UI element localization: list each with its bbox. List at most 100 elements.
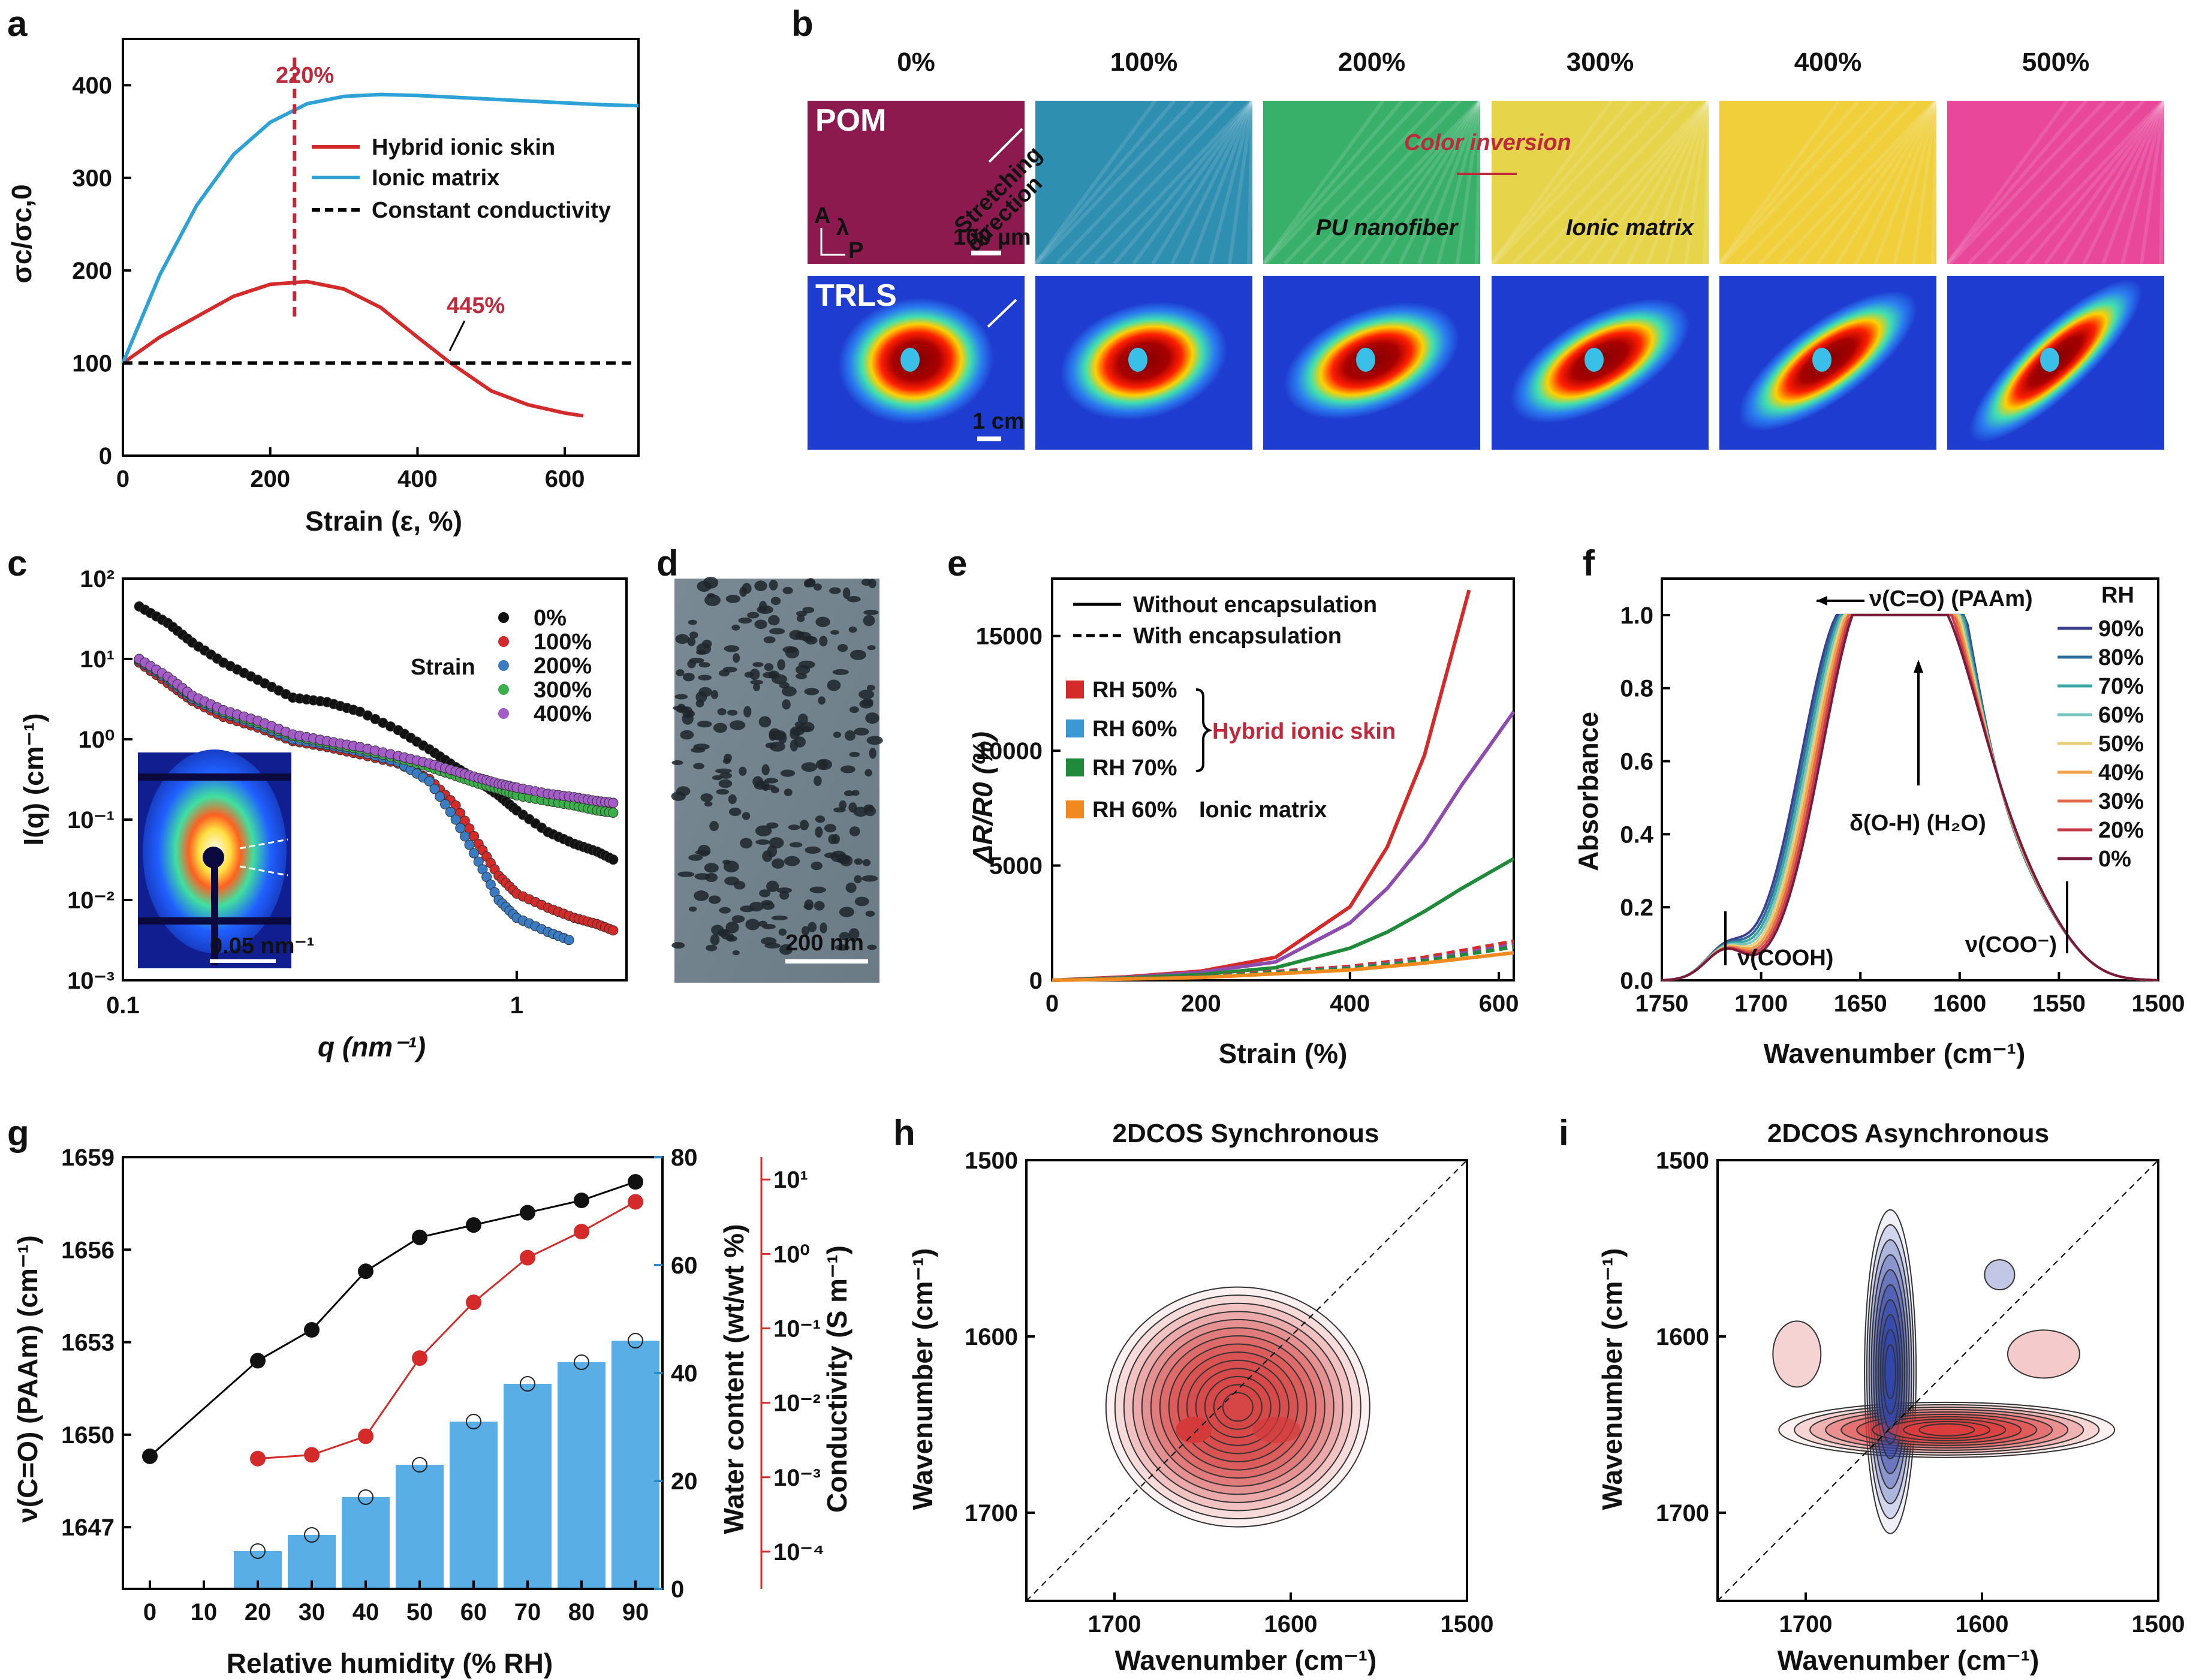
nanofiber-dot bbox=[697, 721, 712, 728]
nanofiber-dot bbox=[671, 942, 685, 949]
legend-label: 100% bbox=[534, 630, 592, 655]
nanofiber-dot bbox=[858, 690, 875, 700]
nanofiber-dot bbox=[815, 815, 826, 823]
panel-f-annotations: ν(C=O) (PAAm) δ(O-H) (H₂O) ν(COOH) ν(COO… bbox=[1724, 586, 2068, 971]
nanofiber-dot bbox=[698, 675, 712, 681]
y2-tick-label: 40 bbox=[671, 1360, 698, 1387]
conductivity-line bbox=[257, 1201, 636, 1460]
color-inversion-label: Color inversion bbox=[1404, 130, 1571, 155]
nanofiber-dot bbox=[819, 636, 828, 647]
column-label: 200% bbox=[1338, 47, 1406, 77]
conductivity-point bbox=[304, 1447, 320, 1463]
nanofiber-dot bbox=[713, 722, 727, 733]
trls-beam-stop bbox=[1356, 348, 1375, 372]
nanofiber-dot bbox=[765, 742, 776, 749]
pom-streak bbox=[1550, 99, 1709, 266]
data-point bbox=[445, 806, 456, 817]
panel-g-ylabel-water: Water content (wt/wt %) bbox=[718, 1224, 749, 1534]
trls-beam-stop bbox=[1812, 348, 1831, 372]
pom-streak bbox=[1209, 100, 1254, 264]
nanofiber-dot bbox=[830, 630, 839, 635]
y3-tick-label: 10¹ bbox=[773, 1167, 808, 1193]
panel-f-xlabel: Wavenumber (cm⁻¹) bbox=[1764, 1038, 2026, 1069]
pom-streak bbox=[1034, 100, 1157, 265]
nanofiber-dot bbox=[854, 727, 869, 736]
nanofiber-dot bbox=[844, 790, 854, 797]
panel-e-frame bbox=[1051, 577, 1515, 981]
panel-f-frame bbox=[1661, 577, 2159, 981]
pom-streak bbox=[1945, 100, 2088, 265]
nanofiber-dot bbox=[848, 626, 857, 633]
y-tick-label: 0.2 bbox=[1620, 895, 1653, 921]
nanofiber-dot bbox=[797, 631, 805, 638]
nanofiber-dot bbox=[674, 694, 688, 700]
contour-level bbox=[1222, 1392, 1254, 1422]
nanofiber-dot bbox=[687, 660, 696, 669]
panel-letter-b: b bbox=[791, 4, 814, 44]
nanofiber-dot bbox=[854, 875, 862, 884]
pom-streak bbox=[1718, 100, 1841, 265]
series-line bbox=[1052, 951, 1514, 982]
nanofiber-dot bbox=[814, 901, 825, 911]
nanofiber-dot bbox=[867, 944, 877, 950]
nanofiber-dot bbox=[832, 669, 849, 675]
x-tick-label: 600 bbox=[1479, 990, 1519, 1017]
trls-scale-label: 1 cm bbox=[972, 409, 1025, 434]
pom-streak bbox=[1151, 100, 1254, 265]
legend-label: 80% bbox=[2098, 645, 2144, 670]
y-tick-label: 1.0 bbox=[1620, 603, 1653, 629]
nanofiber-dot bbox=[796, 673, 808, 679]
panel-a-frame bbox=[122, 38, 640, 457]
nanofiber-dot bbox=[864, 806, 876, 817]
nanofiber-dot bbox=[738, 617, 752, 624]
nanofiber-dot bbox=[784, 788, 793, 796]
water-point bbox=[250, 1543, 266, 1559]
panel-e-chart: 0 200 400 600 0 5000 10000 15000 bbox=[976, 577, 1519, 1017]
nanofiber-dot bbox=[693, 763, 704, 770]
nanofiber-dot bbox=[772, 674, 788, 685]
async-negative bbox=[1984, 1259, 2016, 1291]
data-point bbox=[455, 823, 466, 833]
data-point bbox=[608, 807, 619, 818]
legend-hybrid: Hybrid ionic skin bbox=[372, 135, 555, 160]
series-line bbox=[1052, 710, 1516, 982]
y3-tick-label: 10⁻¹ bbox=[773, 1316, 821, 1342]
y-tick-label: 10⁰ bbox=[78, 727, 115, 753]
nanofiber-dot bbox=[824, 824, 836, 833]
nanofiber-dot bbox=[739, 766, 747, 776]
nanofiber-dot bbox=[767, 845, 778, 857]
y-tick-label: 100 bbox=[72, 351, 112, 377]
trls-beam-stop bbox=[1128, 348, 1147, 372]
x-tick-label: 1700 bbox=[1734, 990, 1788, 1017]
nanofiber-dot bbox=[731, 915, 745, 923]
series-hybrid-ionic-skin bbox=[122, 279, 584, 418]
y-tick-label: 0.8 bbox=[1620, 676, 1653, 702]
legend-label: 300% bbox=[534, 678, 592, 703]
async-negative bbox=[1884, 1344, 1896, 1399]
legend-rh70: RH 70% bbox=[1092, 755, 1177, 781]
x-tick-label: 0 bbox=[143, 1599, 156, 1625]
pom-streak bbox=[1034, 100, 1176, 265]
series-400% bbox=[134, 654, 619, 808]
legend-with-encapsulation: With encapsulation bbox=[1133, 624, 1342, 649]
nanofiber-dot bbox=[689, 631, 698, 639]
trls-beam-stop bbox=[2040, 348, 2059, 372]
nanofiber-dot bbox=[844, 730, 856, 741]
y-tick-label: 1653 bbox=[61, 1330, 115, 1356]
data-point bbox=[608, 797, 619, 808]
x-tick-label: 10 bbox=[191, 1599, 218, 1625]
nanofiber-dot bbox=[747, 612, 760, 619]
nanofiber-dot bbox=[784, 856, 800, 866]
data-point bbox=[564, 935, 574, 946]
panel-i-ylabel: Wavenumber (cm⁻¹) bbox=[1596, 1248, 1628, 1510]
nanofiber-dot bbox=[744, 672, 754, 678]
column-label: 500% bbox=[2022, 47, 2090, 77]
pom-streak bbox=[1283, 99, 1442, 266]
nanofiber-dot bbox=[719, 772, 733, 779]
panel-c-frame bbox=[122, 577, 628, 981]
peak-point bbox=[520, 1205, 535, 1221]
nanofiber-dot bbox=[776, 887, 793, 893]
row-label-trls: TRLS bbox=[815, 278, 897, 313]
panel-i-chart: 1700 1600 1500 1500 1600 1700 bbox=[1656, 1148, 2185, 1637]
